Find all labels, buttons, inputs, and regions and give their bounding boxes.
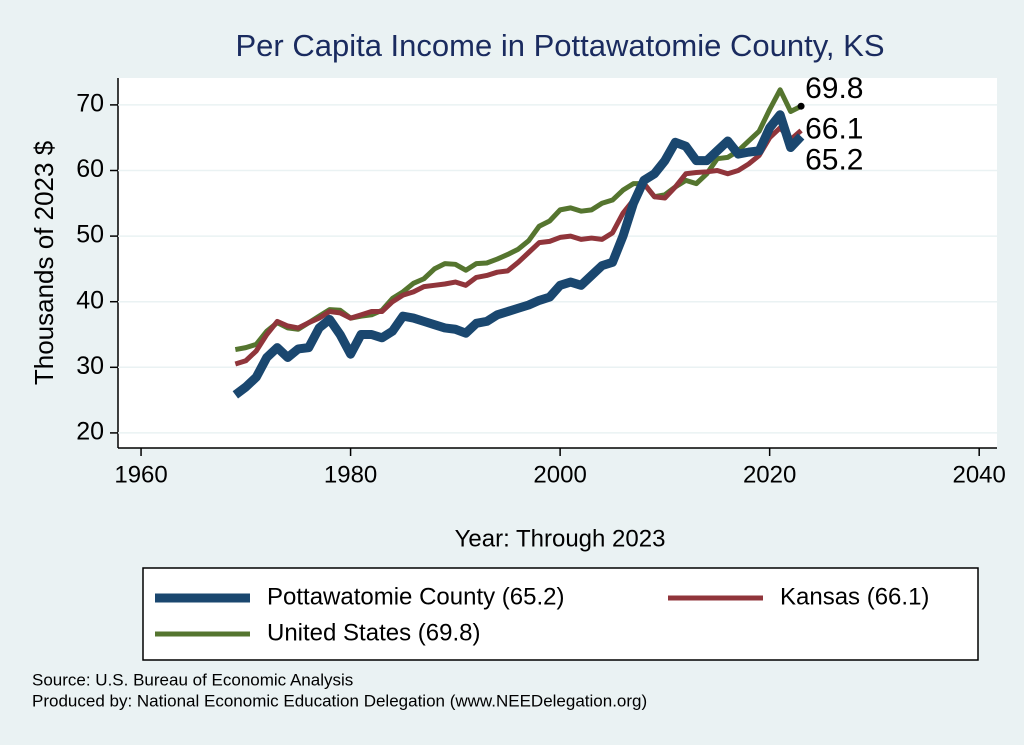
value-label: 69.8	[805, 72, 863, 105]
plot-area	[118, 78, 997, 448]
legend-label: Kansas (66.1)	[780, 583, 929, 610]
x-tick-label: 1980	[324, 461, 377, 488]
y-tick-label: 70	[76, 90, 104, 118]
chart-title: Per Capita Income in Pottawatomie County…	[235, 28, 884, 63]
legend	[142, 567, 979, 661]
series-line	[232, 110, 805, 399]
legend-label: United States (69.8)	[267, 619, 480, 646]
x-tick-label: 2020	[743, 461, 796, 488]
value-label: 65.2	[805, 143, 863, 176]
y-axis-label: Thousands of 2023 $	[29, 140, 59, 385]
y-tick-label: 50	[76, 221, 104, 249]
x-tick-label: 1960	[114, 461, 167, 488]
y-tick-label: 40	[76, 286, 104, 314]
source-note: Produced by: National Economic Education…	[32, 691, 647, 710]
series-line	[234, 125, 803, 367]
y-tick-label: 30	[76, 352, 104, 380]
legend-label: Pottawatomie County (65.2)	[267, 583, 564, 610]
y-tick-label: 60	[76, 155, 104, 183]
source-note: Source: U.S. Bureau of Economic Analysis	[32, 670, 353, 689]
end-marker	[797, 102, 805, 110]
x-tick-label: 2040	[952, 461, 1005, 488]
y-tick-label: 20	[76, 418, 104, 446]
x-tick-label: 2000	[533, 461, 586, 488]
value-label: 66.1	[805, 112, 863, 145]
x-axis-label: Year: Through 2023	[455, 525, 666, 552]
